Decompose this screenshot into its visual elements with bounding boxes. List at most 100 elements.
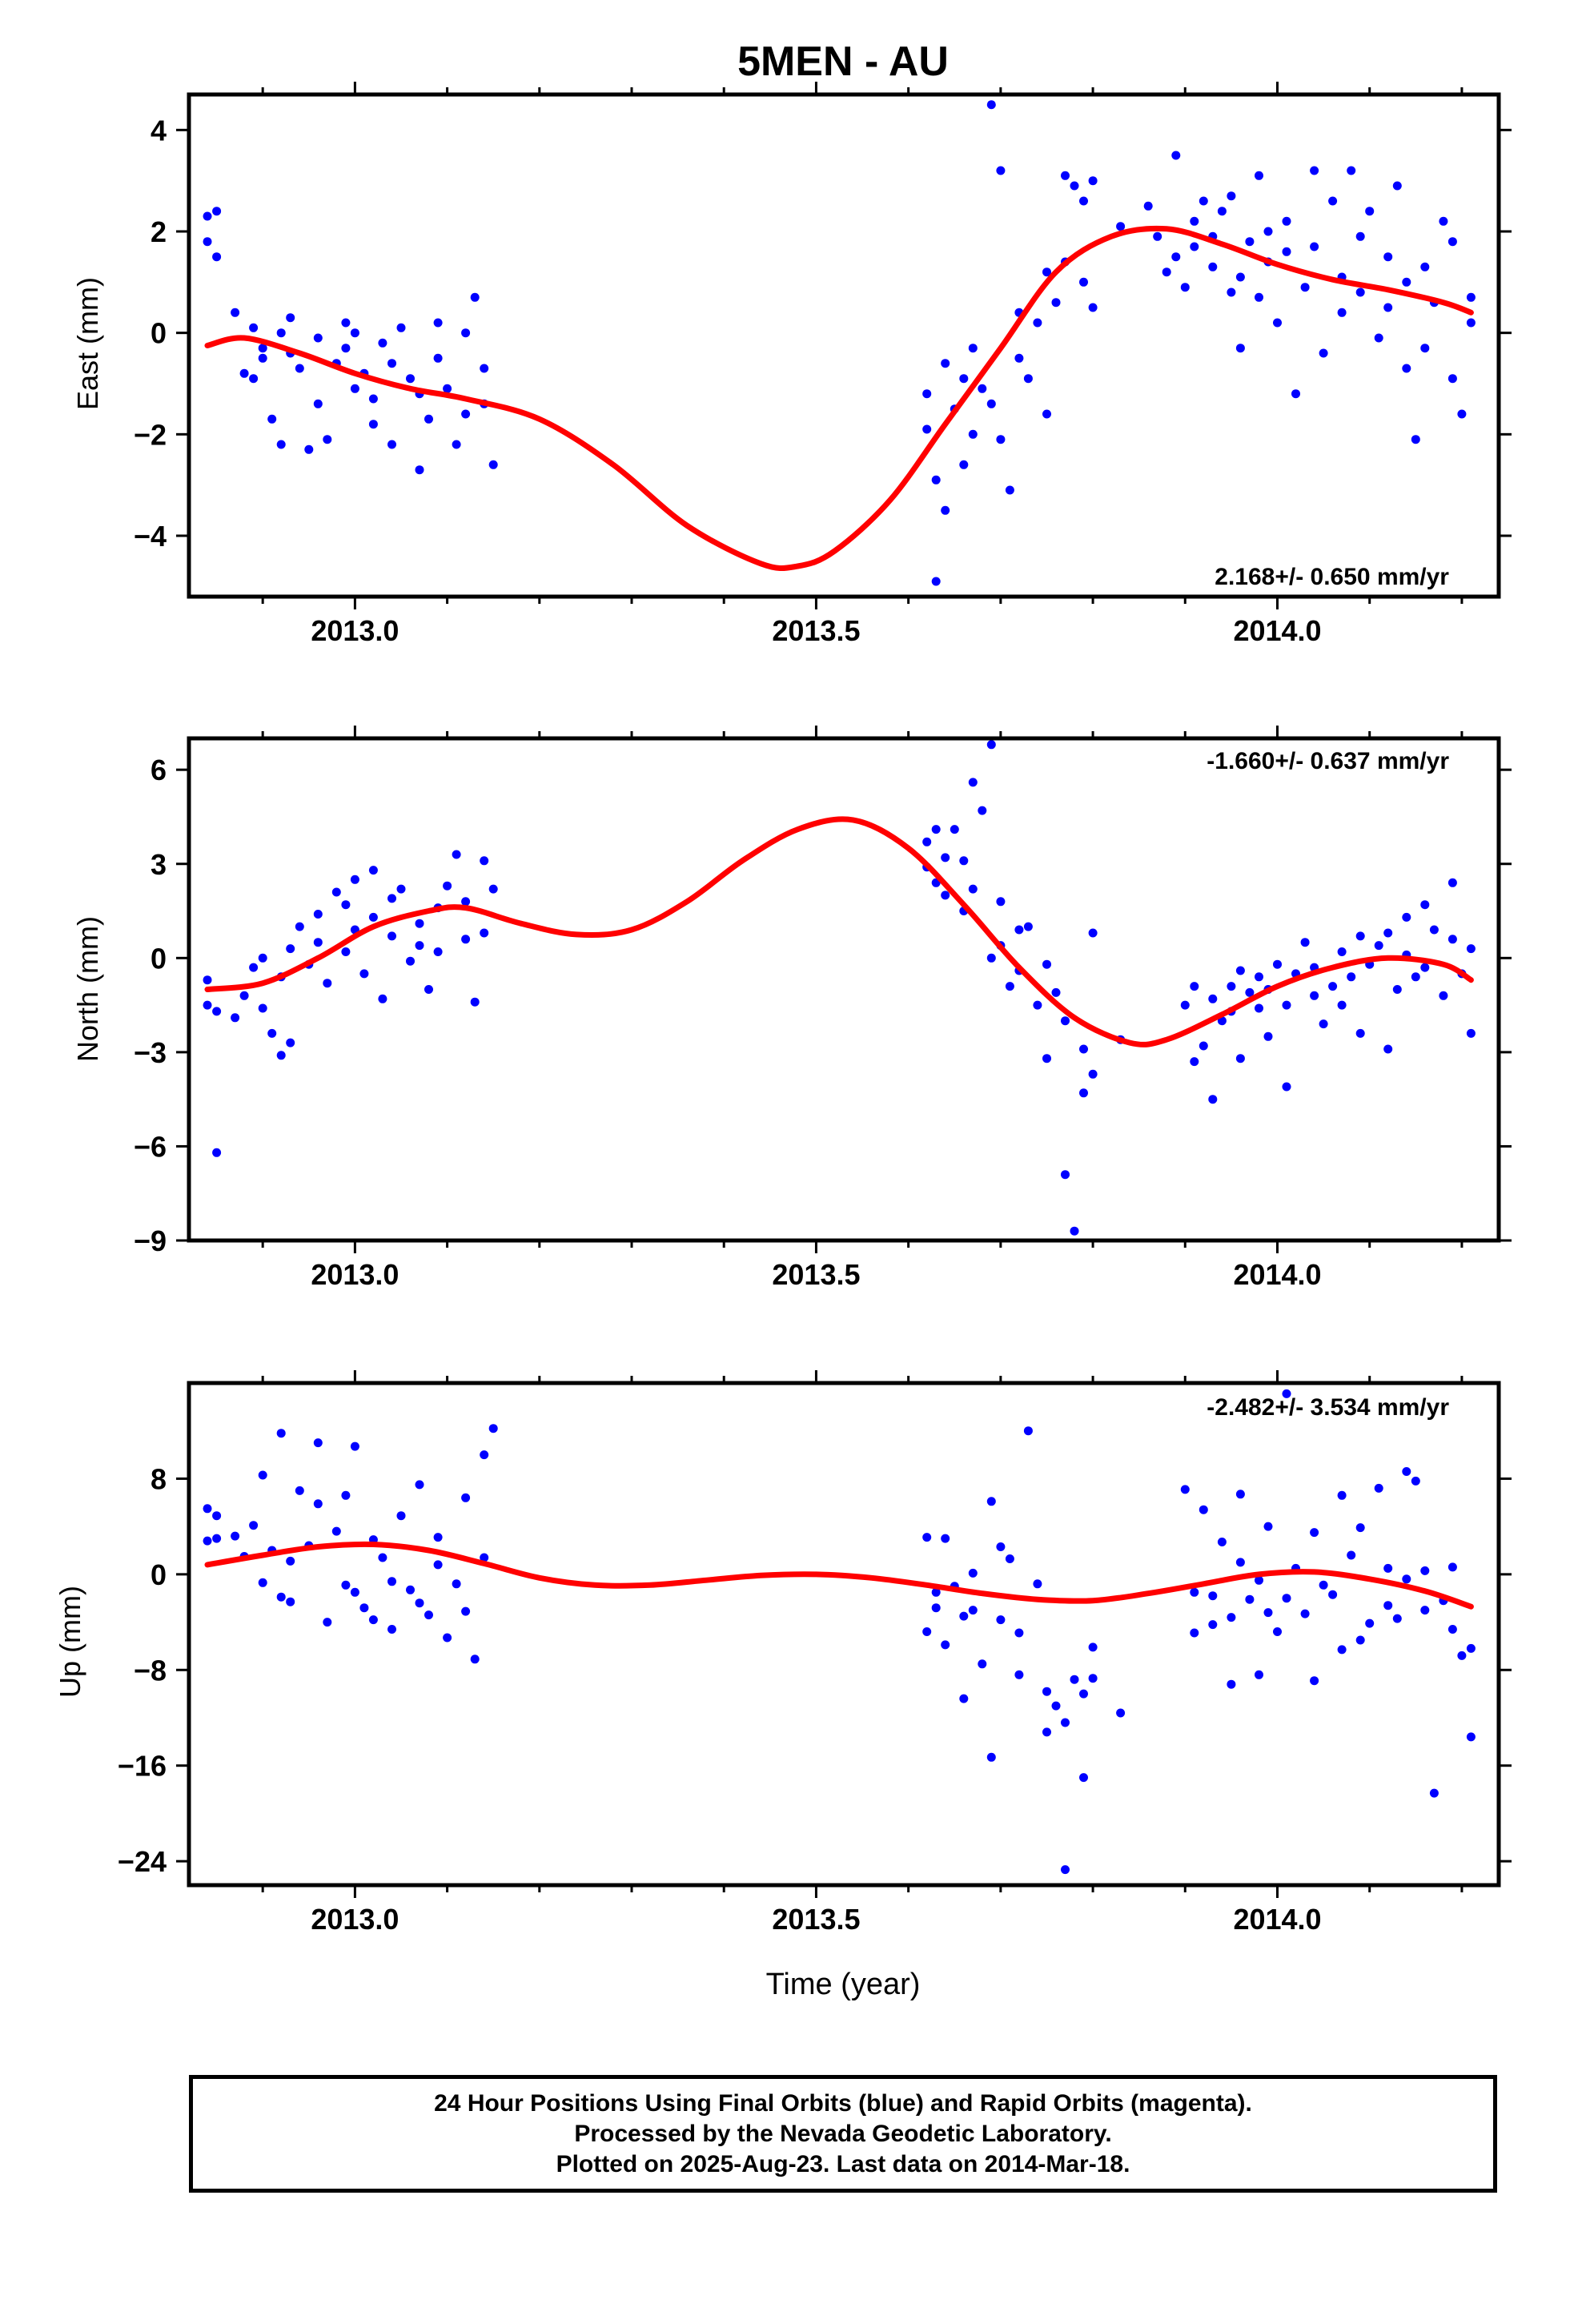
east-data-point xyxy=(1235,344,1245,353)
up-data-point xyxy=(1420,1606,1430,1615)
north-data-point xyxy=(922,837,932,846)
north-data-point xyxy=(986,953,996,963)
up-data-point xyxy=(1235,1490,1245,1499)
north-data-point xyxy=(968,884,978,894)
east-data-point xyxy=(368,394,378,404)
up-data-point xyxy=(1466,1643,1476,1653)
up-points xyxy=(203,1389,1476,1875)
up-rate-label: -2.482+/- 3.534 mm/yr xyxy=(1207,1394,1449,1421)
east-xtick-label: 2013.5 xyxy=(772,614,860,647)
up-fit-curve xyxy=(204,1541,1474,1610)
up-data-point xyxy=(1466,1732,1476,1742)
up-data-point xyxy=(968,1606,978,1615)
east-data-point xyxy=(286,313,295,323)
up-data-point xyxy=(488,1424,498,1433)
east-data-point xyxy=(461,409,471,419)
up-data-point xyxy=(978,1659,987,1669)
north-data-point xyxy=(295,922,304,931)
up-data-point xyxy=(231,1531,240,1541)
north-data-point xyxy=(387,894,396,903)
north-data-point xyxy=(1255,1003,1263,1013)
north-data-point xyxy=(443,881,452,891)
north-data-point xyxy=(1042,1054,1051,1063)
up-data-point xyxy=(480,1450,489,1460)
east-ytick-label: 2 xyxy=(151,215,167,248)
up-data-point xyxy=(1023,1426,1033,1436)
north-data-point xyxy=(1429,925,1439,935)
east-data-point xyxy=(341,318,351,328)
east-data-point xyxy=(1088,303,1098,312)
up-data-point xyxy=(1328,1590,1338,1599)
east-data-point xyxy=(443,384,452,393)
north-data-point xyxy=(1190,982,1199,991)
up-data-point xyxy=(1411,1476,1420,1486)
up-data-point xyxy=(986,1497,996,1506)
footer-line-2: Processed by the Nevada Geodetic Laborat… xyxy=(574,2120,1112,2147)
north-data-point xyxy=(1383,1044,1393,1054)
up-data-point xyxy=(1051,1701,1061,1711)
east-data-point xyxy=(1162,267,1171,277)
east-data-point xyxy=(1180,283,1190,292)
up-data-point xyxy=(276,1429,286,1438)
east-data-point xyxy=(941,505,950,515)
north-data-point xyxy=(359,969,369,979)
up-data-point xyxy=(941,1640,950,1650)
north-data-point xyxy=(276,1051,286,1060)
footer-caption-box: 24 Hour Positions Using Final Orbits (bl… xyxy=(189,2075,1497,2193)
north-data-point xyxy=(488,884,498,894)
up-data-point xyxy=(387,1577,396,1586)
north-ylabel: North (mm) xyxy=(71,916,104,1062)
east-data-point xyxy=(368,420,378,429)
east-data-point xyxy=(931,475,941,485)
east-data-point xyxy=(267,414,277,424)
east-data-point xyxy=(1392,181,1402,191)
up-data-point xyxy=(1457,1651,1467,1660)
east-data-point xyxy=(1079,196,1088,206)
north-data-point xyxy=(1310,991,1319,1000)
up-data-point xyxy=(1300,1609,1310,1618)
up-data-point xyxy=(1374,1483,1383,1493)
east-data-point xyxy=(203,211,212,221)
north-data-point xyxy=(470,997,480,1007)
east-data-point xyxy=(378,338,387,348)
north-data-point xyxy=(341,947,351,956)
east-data-point xyxy=(239,368,249,378)
north-data-point xyxy=(968,778,978,787)
footer-line-3: Plotted on 2025-Aug-23. Last data on 201… xyxy=(556,2150,1130,2177)
east-data-point xyxy=(1190,242,1199,251)
north-ytick-label: −3 xyxy=(134,1036,167,1069)
north-data-point xyxy=(212,1148,222,1157)
up-data-point xyxy=(1383,1563,1393,1573)
north-xtick-label: 2013.0 xyxy=(311,1258,399,1291)
east-ytick-label: 0 xyxy=(151,317,167,350)
up-data-point xyxy=(1033,1579,1042,1589)
north-xtick-label: 2014.0 xyxy=(1233,1258,1321,1291)
east-fit-curve xyxy=(204,225,1474,572)
east-data-point xyxy=(1420,262,1430,271)
up-data-point xyxy=(1310,1528,1319,1538)
north-data-point xyxy=(1079,1088,1088,1098)
north-data-point xyxy=(1190,1057,1199,1067)
east-data-point xyxy=(1217,207,1227,216)
east-data-point xyxy=(1291,389,1300,399)
east-data-point xyxy=(258,353,267,363)
north-data-point xyxy=(941,891,950,900)
north-data-point xyxy=(1282,1000,1291,1010)
north-data-point xyxy=(249,963,259,972)
east-data-point xyxy=(433,353,443,363)
north-data-point xyxy=(415,941,424,951)
east-data-point xyxy=(922,424,932,434)
east-data-point xyxy=(1061,171,1070,180)
up-data-point xyxy=(931,1603,941,1613)
east-data-point xyxy=(295,364,304,373)
east-ytick-label: 4 xyxy=(151,114,167,147)
north-data-point xyxy=(461,935,471,944)
up-data-point xyxy=(1088,1674,1098,1683)
north-data-point xyxy=(1227,982,1236,991)
up-data-point xyxy=(406,1585,415,1594)
north-data-point xyxy=(286,1038,295,1047)
up-data-point xyxy=(1116,1708,1126,1718)
north-data-point xyxy=(313,910,323,919)
up-data-point xyxy=(1042,1727,1051,1737)
north-xtick-label: 2013.5 xyxy=(772,1258,860,1291)
